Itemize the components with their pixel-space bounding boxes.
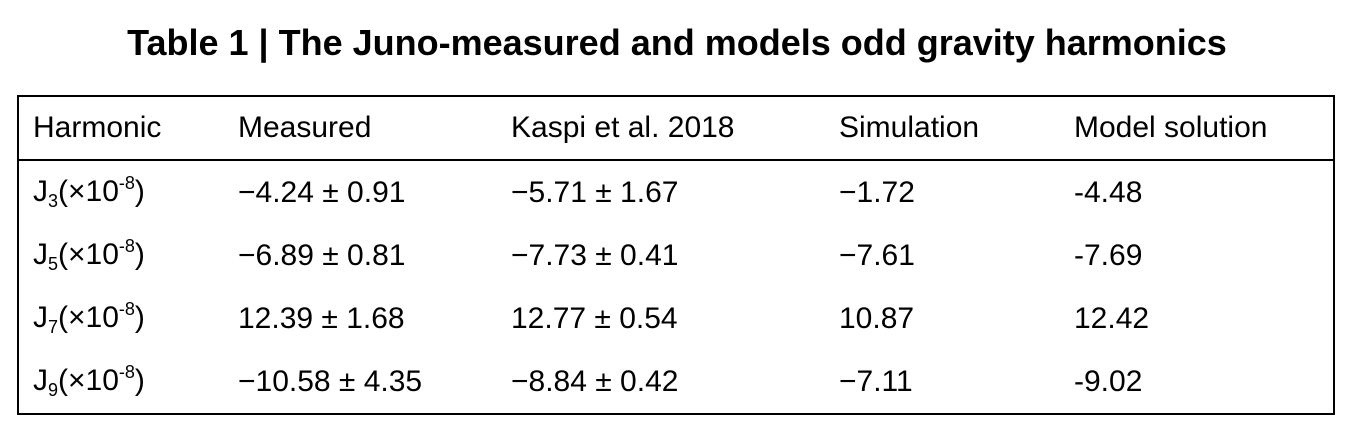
table-cell: −7.61 [839, 238, 915, 272]
table-cell: −1.72 [839, 175, 915, 209]
subscript: 5 [48, 254, 59, 274]
row-label: J7(×10-8) [18, 287, 224, 350]
close-paren: ) [134, 364, 145, 397]
symbol: J [33, 364, 48, 397]
exponent: -8 [118, 236, 135, 256]
table-cell: −5.71 ± 1.67 [511, 175, 679, 209]
symbol: J [33, 175, 48, 208]
column-header: Model solution [1060, 96, 1334, 161]
row-label: J5(×10-8) [18, 224, 224, 287]
data-table: Harmonic Measured Kaspi et al. 2018 Simulat… [17, 95, 1335, 415]
table-cell: 10.87 [839, 301, 915, 335]
table-cell: 12.77 ± 0.54 [511, 301, 678, 335]
table-cell: −4.24 ± 0.91 [238, 175, 406, 209]
column-header: Harmonic [18, 96, 224, 161]
multiplier: (×10 [58, 175, 119, 208]
subscript: 9 [48, 380, 59, 400]
exponent: -8 [118, 362, 135, 382]
column-header: Simulation [825, 96, 1060, 161]
table-cell: -9.02 [1074, 364, 1143, 398]
table-cell: -4.48 [1074, 175, 1143, 209]
table-body: J3(×10-8) −4.24 ± 0.91 −5.71 ± 1.67 −1.72 -4… [18, 160, 1334, 414]
column-header: Kaspi et al. 2018 [497, 96, 825, 161]
exponent: -8 [118, 299, 135, 319]
close-paren: ) [134, 238, 145, 271]
column-header: Measured [224, 96, 497, 161]
multiplier: (×10 [58, 238, 119, 271]
table-cell: 12.39 ± 1.68 [238, 301, 405, 335]
table-row: J9(×10-8) −10.58 ± 4.35 −8.84 ± 0.42 −7.11 -… [18, 350, 1334, 414]
table-cell: -7.69 [1074, 238, 1143, 272]
table-cell: −10.58 ± 4.35 [238, 364, 423, 398]
table-cell: −7.11 [839, 364, 913, 398]
subscript: 3 [48, 191, 59, 211]
symbol: J [33, 238, 48, 271]
table-row: J7(×10-8) 12.39 ± 1.68 12.77 ± 0.54 10.87 12… [18, 287, 1334, 350]
table-cell: 12.42 [1074, 301, 1150, 335]
table-cell: −8.84 ± 0.42 [511, 364, 679, 398]
subscript: 7 [48, 317, 59, 337]
table-cell: −7.73 ± 0.41 [511, 238, 679, 272]
close-paren: ) [134, 301, 145, 334]
table-row: J5(×10-8) −6.89 ± 0.81 −7.73 ± 0.41 −7.61 -7… [18, 224, 1334, 287]
symbol: J [33, 301, 48, 334]
row-label: J9(×10-8) [18, 350, 224, 414]
exponent: -8 [118, 173, 135, 193]
row-label: J3(×10-8) [18, 160, 224, 224]
close-paren: ) [134, 175, 145, 208]
multiplier: (×10 [58, 301, 119, 334]
table-cell: −6.89 ± 0.81 [238, 238, 406, 272]
table-head: Harmonic Measured Kaspi et al. 2018 Simulat… [18, 96, 1334, 161]
header-row: Harmonic Measured Kaspi et al. 2018 Simulat… [18, 96, 1334, 161]
table-row: J3(×10-8) −4.24 ± 0.91 −5.71 ± 1.67 −1.72 -4… [18, 160, 1334, 224]
multiplier: (×10 [58, 364, 119, 397]
table-title: Table 1 | The Juno-measured and models o… [127, 22, 1227, 63]
